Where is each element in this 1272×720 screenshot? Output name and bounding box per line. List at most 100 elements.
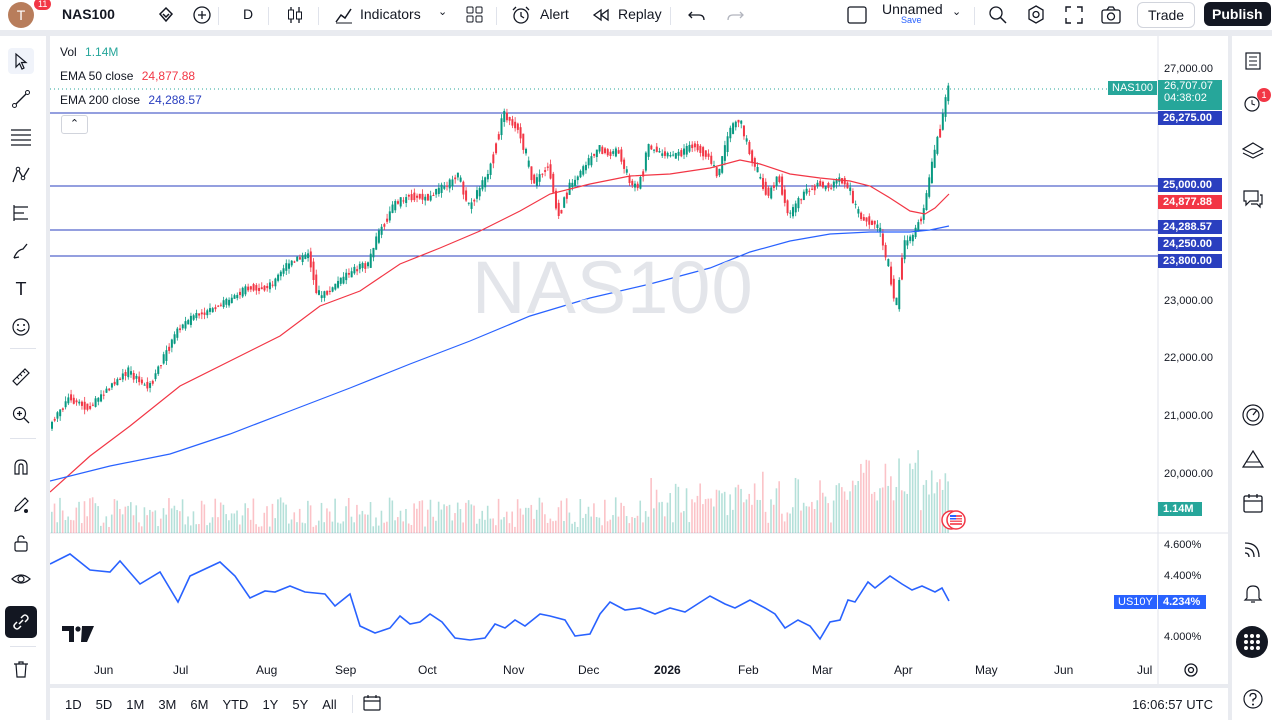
- draw-mode-icon[interactable]: [8, 492, 34, 518]
- range-all[interactable]: All: [322, 696, 337, 712]
- notifications-bell-icon[interactable]: [1240, 580, 1266, 606]
- candle-body: [402, 200, 405, 202]
- user-avatar[interactable]: T 11: [8, 0, 52, 28]
- camera-icon[interactable]: [1100, 4, 1122, 29]
- candle-body: [546, 166, 549, 168]
- trade-button[interactable]: Trade: [1137, 2, 1196, 28]
- fullscreen-icon[interactable]: [1063, 4, 1085, 29]
- range-1m[interactable]: 1M: [126, 696, 145, 712]
- layout-save-label[interactable]: Save: [901, 15, 922, 25]
- candle-body: [56, 412, 59, 419]
- goto-date-calendar-icon[interactable]: [361, 693, 383, 716]
- candle-body: [541, 173, 544, 175]
- publish-button[interactable]: Publish: [1204, 2, 1271, 26]
- lock-icon[interactable]: [8, 530, 34, 556]
- volume-bar: [860, 463, 862, 533]
- trend-line-icon[interactable]: [8, 86, 34, 112]
- trash-icon[interactable]: [8, 656, 34, 682]
- zoom-in-icon[interactable]: [8, 402, 34, 428]
- magnet-icon[interactable]: [8, 454, 34, 480]
- apps-grid-icon[interactable]: [1236, 626, 1268, 658]
- redo-icon[interactable]: [724, 4, 746, 29]
- chevron-down-icon[interactable]: ⌄: [438, 6, 448, 18]
- candles-icon[interactable]: [284, 4, 306, 29]
- candle-body: [895, 297, 898, 306]
- range-6m[interactable]: 6M: [190, 696, 209, 712]
- quick-search-icon[interactable]: [987, 4, 1009, 29]
- chart-canvas[interactable]: [50, 36, 1228, 684]
- settings-gear-icon[interactable]: [1025, 4, 1047, 29]
- candle-body: [655, 146, 658, 152]
- alerts-clock-icon[interactable]: [1240, 90, 1266, 116]
- emoji-icon[interactable]: [8, 314, 34, 340]
- help-icon[interactable]: [1240, 686, 1266, 712]
- ema50-legend[interactable]: EMA 50 close 24,877.88: [60, 69, 195, 83]
- indicators-icon[interactable]: [333, 4, 355, 29]
- news-feed-icon[interactable]: [1240, 536, 1266, 562]
- volume-bar: [552, 521, 554, 533]
- candle-body: [130, 371, 133, 375]
- ruler-icon[interactable]: [8, 364, 34, 390]
- volume-bar: [396, 517, 399, 533]
- volume-bar: [644, 511, 647, 533]
- candle-body: [380, 226, 383, 235]
- interval-button[interactable]: D: [243, 6, 254, 22]
- replay-button[interactable]: Replay: [618, 6, 662, 22]
- fib-lines-icon[interactable]: [8, 124, 34, 150]
- undo-icon[interactable]: [686, 4, 708, 29]
- layers-icon[interactable]: [1240, 138, 1266, 164]
- symbol-search-button[interactable]: NAS100: [62, 6, 115, 22]
- chart-settings-gear-icon[interactable]: [1183, 662, 1199, 683]
- tradingview-logo[interactable]: [62, 626, 94, 647]
- volume-legend[interactable]: Vol 1.14M: [60, 45, 118, 59]
- range-1y[interactable]: 1Y: [262, 696, 279, 712]
- candle-body: [225, 298, 228, 305]
- pattern-icon[interactable]: [8, 162, 34, 188]
- ideas-triangle-icon[interactable]: [1240, 446, 1266, 472]
- templates-grid-icon[interactable]: [464, 4, 486, 29]
- watchlist-diamond-icon[interactable]: [156, 5, 176, 28]
- volume-bar: [748, 493, 751, 533]
- ema200-legend[interactable]: EMA 200 close 24,288.57: [60, 93, 202, 107]
- economic-event-flag-icon[interactable]: [940, 509, 968, 536]
- chat-icon[interactable]: [1240, 186, 1266, 212]
- candle-body: [633, 183, 636, 188]
- volume-bar: [288, 523, 290, 533]
- candle-body: [669, 155, 672, 157]
- layout-name[interactable]: Unnamed: [882, 1, 943, 17]
- volume-bar: [873, 491, 876, 533]
- indicators-button[interactable]: Indicators: [360, 6, 421, 22]
- volume-bar: [307, 500, 309, 533]
- alert-button[interactable]: Alert: [540, 6, 569, 22]
- add-symbol-icon[interactable]: [191, 4, 213, 29]
- forecast-icon[interactable]: [8, 200, 34, 226]
- chevron-down-icon[interactable]: ⌄: [952, 6, 962, 18]
- range-5y[interactable]: 5Y: [292, 696, 309, 712]
- candle-body: [854, 203, 857, 205]
- volume-bar: [628, 523, 631, 533]
- volume-bar: [244, 503, 247, 533]
- volume-bar: [247, 508, 249, 533]
- calendar-icon[interactable]: [1240, 490, 1266, 516]
- replay-icon[interactable]: [590, 4, 612, 29]
- range-3m[interactable]: 3M: [158, 696, 177, 712]
- range-1d[interactable]: 1D: [65, 696, 82, 712]
- cursor-icon[interactable]: [8, 48, 34, 74]
- eye-icon[interactable]: [8, 566, 34, 592]
- technicals-gauge-icon[interactable]: [1240, 402, 1266, 428]
- collapse-legend-chevron-icon[interactable]: ⌃: [61, 115, 88, 134]
- brush-icon[interactable]: [8, 238, 34, 264]
- link-icon[interactable]: [5, 606, 37, 638]
- alert-clock-icon[interactable]: [510, 4, 532, 29]
- volume-bar: [364, 514, 366, 533]
- range-ytd[interactable]: YTD: [222, 696, 249, 712]
- candle-body: [290, 260, 293, 266]
- candle-body: [132, 373, 135, 380]
- text-tool-icon[interactable]: T: [15, 278, 27, 299]
- watchlist-icon[interactable]: [1240, 48, 1266, 74]
- layout-select-icon[interactable]: [846, 4, 868, 29]
- chart-pane[interactable]: [50, 36, 1228, 684]
- utc-clock[interactable]: 16:06:57 UTC: [1132, 696, 1213, 712]
- volume-bar: [565, 498, 568, 533]
- range-5d[interactable]: 5D: [95, 696, 113, 712]
